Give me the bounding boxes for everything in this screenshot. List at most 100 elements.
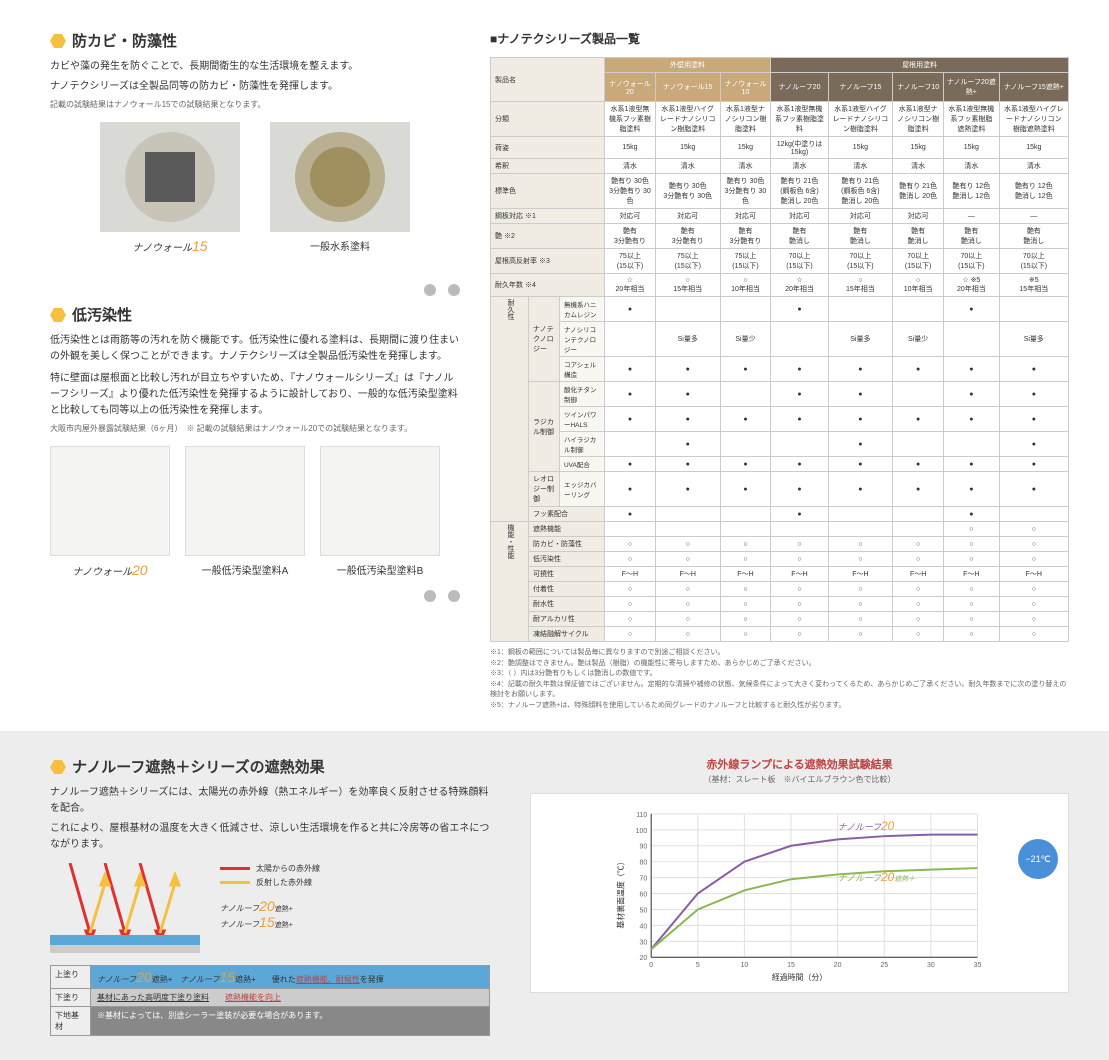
image-item: 一般低汚染型塗料A [185,446,305,578]
table-cell: ☆20年相当 [604,274,655,297]
note: 大阪市内屋外暴露試験結果（6ヶ月） ※ 記載の試験結果はナノウォール20での試験… [50,423,460,434]
table-cell: ○ [944,522,1000,537]
title-text: ナノルーフ遮熱＋シリーズの遮熱効果 [72,756,325,777]
table-cell: 75以上(15以下) [604,249,655,274]
table-cell: ● [655,382,720,407]
heat-legend: 太陽からの赤外線 反射した赤外線 ナノルーフ20遮熱+ ナノルーフ15遮熱+ [220,863,320,953]
table-cell: ○ [828,537,893,552]
table-cell: ● [999,432,1068,457]
title-text: 低汚染性 [72,304,132,325]
table-cell: ● [944,507,1000,522]
table-cell: ● [604,457,655,472]
svg-text:90: 90 [640,844,648,851]
table-cell: ● [893,357,944,382]
table-cell: ○ [771,552,828,567]
table-cell: 清水 [944,159,1000,174]
table-cell: ○ [893,552,944,567]
table-cell: ● [828,382,893,407]
table-row-label: フッ素配合 [529,507,605,522]
chart-subtitle: （基材：スレート板 ※バイエルブラウン色で比較） [530,774,1069,785]
table-cell: 艶有り 21色(鋼板色 6含)艶消し 20色 [828,174,893,209]
table-row-label: 屋根高反射率 ※3 [491,249,605,274]
table-cell: ○ [999,627,1068,642]
svg-text:経過時間（分）: 経過時間（分） [772,972,827,982]
table-cell [828,507,893,522]
section-title-lowstain: 低汚染性 [50,304,460,325]
table-cell [893,507,944,522]
svg-text:35: 35 [974,962,982,969]
product-header: ナノルーフ15 [828,73,893,102]
table-cell: ○ [999,552,1068,567]
table-cell: ● [828,457,893,472]
table-cell [828,522,893,537]
table-footnotes: ※1：鋼板の範囲については製品毎に異なりますので別途ご相談ください。※2：艶調整… [490,648,1069,711]
table-cell: ○ [604,552,655,567]
table-cell: ● [893,457,944,472]
section-antimold: 防カビ・防藻性 カビや藻の発生を防ぐことで、長期間衛生的な生活環境を整えます。 … [50,30,460,254]
svg-text:30: 30 [640,939,648,946]
svg-text:60: 60 [640,892,648,899]
table-cell: ● [944,382,1000,407]
layer-label: 下地基材 [51,1007,91,1035]
table-cell: 清水 [604,159,655,174]
layer-label: 下塗り [51,989,91,1006]
table-cell: ※515年相当 [999,274,1068,297]
table-cell: ○ [828,612,893,627]
table-cell: 水系1液型無機系フッ素樹脂塗料 [771,102,828,137]
table-cell: ● [828,407,893,432]
table-cell: 水系1液型ハイグレードナノシリコン樹脂塗料 [655,102,720,137]
image-label: 一般水系塗料 [270,238,410,253]
table-cell: F～H [771,567,828,582]
table-cell: 艶有3分艶有り [720,224,771,249]
table-cell: 艶有り 30色3分艶有り 30色 [720,174,771,209]
table-cell: 対応可 [893,209,944,224]
image-item: 一般水系塗料 [270,122,410,254]
table-row-label: 荷姿 [491,137,605,159]
table-cell [655,522,720,537]
table-cell: ○ [655,627,720,642]
table-cell: F～H [604,567,655,582]
table-cell: ○ [604,582,655,597]
table-cell: ● [999,357,1068,382]
table-sub-label: エッジカバーリング [559,472,604,507]
table-cell: 艶有り 21色(鋼板色 6含)艶消し 20色 [771,174,828,209]
image-row: ナノウォール20 一般低汚染型塗料A 一般低汚染型塗料B [50,446,460,578]
table-cell: 清水 [828,159,893,174]
table-cell [720,522,771,537]
svg-text:110: 110 [636,812,647,819]
table-cell: F～H [828,567,893,582]
table-cell: ○ [999,522,1068,537]
table-cell: ● [720,407,771,432]
table-group-label: 機能・性能 [491,522,529,642]
section-lowstain: 低汚染性 低汚染性とは雨筋等の汚れを防ぐ機能です。低汚染性に優れる塗料は、長期間… [50,284,460,602]
table-cell: 艶有艶消し [828,224,893,249]
decorative-dots [424,284,460,296]
table-cell [720,432,771,457]
table-cell: ○ [720,582,771,597]
table-cell: 70以上(15以下) [828,249,893,274]
table-cell [893,432,944,457]
table-cell: ○15年相当 [828,274,893,297]
svg-text:20: 20 [834,962,842,969]
table-cell: ○ [771,582,828,597]
table-cell [720,382,771,407]
svg-text:100: 100 [636,828,648,835]
table-cell: ○ [999,582,1068,597]
layer-value: 基材にあった高明度下塗り塗料 遮熱機能を向上 [91,989,489,1006]
table-cell: ○ [944,552,1000,567]
table-cell: ○ [655,582,720,597]
table-cell: 70以上(15以下) [944,249,1000,274]
table-cell: ○ [771,612,828,627]
table-cell [655,507,720,522]
layer-label: 上塗り [51,966,91,988]
note: 記載の試験結果はナノウォール15での試験結果となります。 [50,99,460,110]
table-cell: 艶有艶消し [771,224,828,249]
table-cell: 清水 [893,159,944,174]
heat-diagram [50,863,200,953]
temperature-badge: −21℃ [1018,839,1058,879]
table-cell: ● [604,472,655,507]
table-category-label: ナノテクノロジー [529,297,560,382]
table-cell [999,297,1068,322]
table-cell [893,382,944,407]
table-cell [893,297,944,322]
